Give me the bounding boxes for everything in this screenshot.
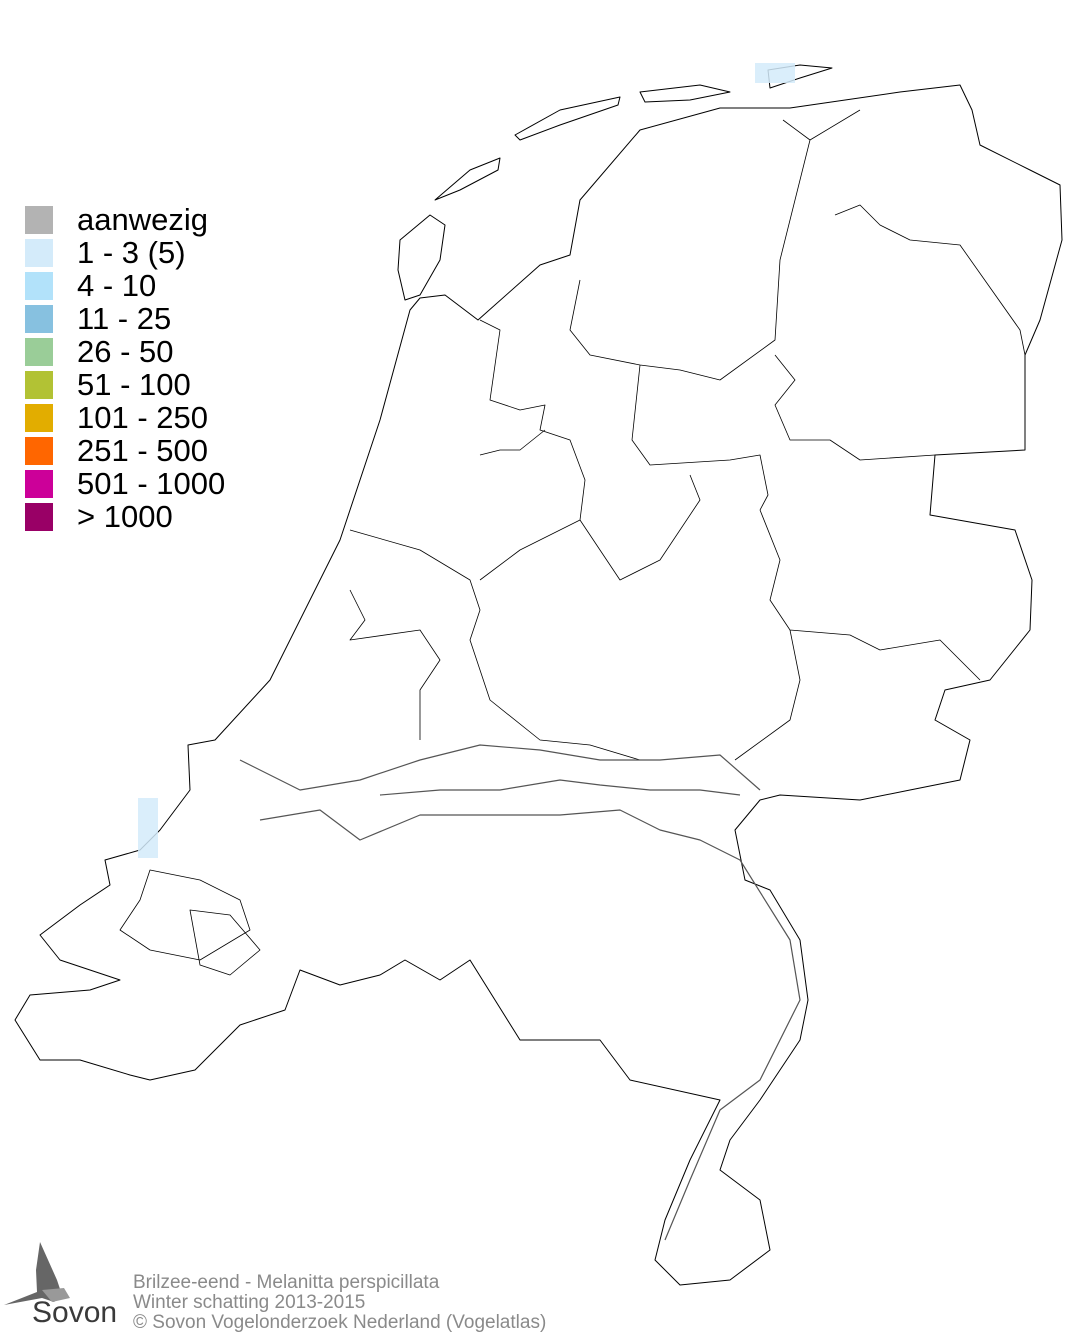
legend-label: 4 - 10 <box>77 268 157 303</box>
legend-label: 51 - 100 <box>77 367 191 402</box>
legend-label: 101 - 250 <box>77 400 208 435</box>
legend-item: 51 - 100 <box>25 368 225 401</box>
legend-swatch <box>25 304 53 333</box>
legend-swatch <box>25 271 53 300</box>
legend-swatch <box>25 370 53 399</box>
legend-item: 501 - 1000 <box>25 467 225 500</box>
species-name: Brilzee-eend - Melanitta perspicillata <box>133 1272 440 1293</box>
legend-item: 1 - 3 (5) <box>25 236 225 269</box>
legend-swatch <box>25 205 53 234</box>
legend-swatch <box>25 502 53 531</box>
map-credits: Brilzee-eend - Melanitta perspicillata W… <box>133 1273 546 1333</box>
logo-text: Sovon <box>32 1296 118 1329</box>
legend-swatch <box>25 403 53 432</box>
legend-label: 501 - 1000 <box>77 466 226 501</box>
island-terschelling <box>514 96 621 141</box>
legend-item: 4 - 10 <box>25 269 225 302</box>
island-vlieland <box>434 157 501 201</box>
island-ameland <box>639 84 731 103</box>
legend-item: 101 - 250 <box>25 401 225 434</box>
legend-label: aanwezig <box>77 202 208 237</box>
legend-label: 251 - 500 <box>77 433 208 468</box>
occupied-cell-zeeland <box>138 798 158 858</box>
legend-item: aanwezig <box>25 203 225 236</box>
sovon-swallow-logo-icon <box>4 1242 70 1305</box>
province-borders <box>349 109 1026 761</box>
mainland-outline <box>14 84 1063 1286</box>
legend-item: 26 - 50 <box>25 335 225 368</box>
legend-label: 26 - 50 <box>77 334 174 369</box>
legend-swatch <box>25 469 53 498</box>
legend-label: 1 - 3 (5) <box>77 235 186 270</box>
legend-item: 11 - 25 <box>25 302 225 335</box>
legend-label: > 1000 <box>77 499 173 534</box>
legend-swatch <box>25 436 53 465</box>
island-texel <box>397 214 446 301</box>
legend-label: 11 - 25 <box>77 301 172 336</box>
legend-item: 251 - 500 <box>25 434 225 467</box>
legend-swatch <box>25 337 53 366</box>
legend: aanwezig 1 - 3 (5) 4 - 10 11 - 25 26 - 50 51 … <box>25 203 225 533</box>
survey-period: Winter schatting 2013-2015 <box>133 1292 366 1313</box>
zeeland-islands <box>119 869 261 976</box>
occupied-cell-schiermonnikoog <box>755 63 795 83</box>
rivers <box>239 744 801 1241</box>
legend-item: > 1000 <box>25 500 225 533</box>
copyright: © Sovon Vogelonderzoek Nederland (Vogela… <box>133 1312 547 1333</box>
legend-swatch <box>25 238 53 267</box>
